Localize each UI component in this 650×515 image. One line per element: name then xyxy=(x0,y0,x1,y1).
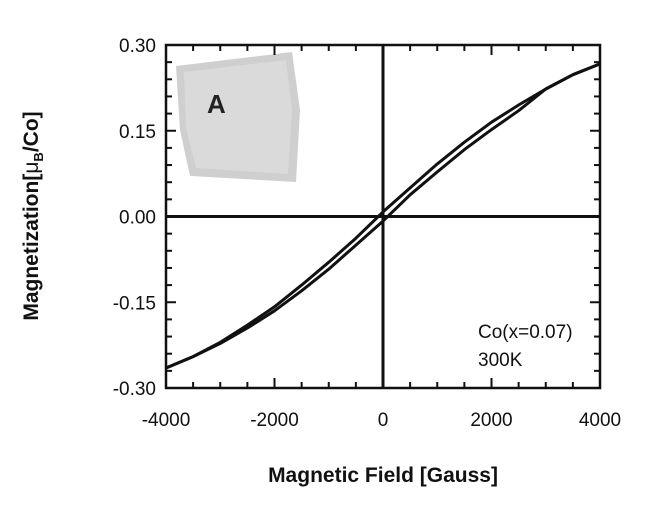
y-axis-title: Magnetization[μB/Co] xyxy=(20,111,46,320)
x-tick-label: -2000 xyxy=(250,410,299,431)
temperature-label: 300K xyxy=(478,350,523,371)
x-tick-label: 2000 xyxy=(470,410,512,431)
x-axis-title: Magnetic Field [Gauss] xyxy=(268,464,498,487)
y-axis-title-mu: μ xyxy=(20,162,43,174)
inset-letter: A xyxy=(207,89,226,119)
hysteresis-branch-2 xyxy=(165,62,601,370)
series-layer xyxy=(165,62,601,370)
sample-label: Co(x=0.07) xyxy=(478,322,573,343)
x-tick-label: -4000 xyxy=(142,410,191,431)
x-tick-labels: -4000 -2000 0 2000 4000 xyxy=(142,410,621,431)
y-tick-label: -0.15 xyxy=(113,293,156,314)
x-tick-label: 4000 xyxy=(579,410,621,431)
y-tick-label: -0.30 xyxy=(113,379,156,400)
y-tick-label: 0.15 xyxy=(119,122,156,143)
x-tick-label: 0 xyxy=(378,410,389,431)
y-axis-title-tail: /Co] xyxy=(20,111,43,152)
y-tick-labels: 0.30 0.15 0.00 -0.15 -0.30 xyxy=(113,36,156,400)
sample-inset-photo: A xyxy=(176,52,300,182)
tick-marks xyxy=(165,44,601,389)
y-axis-title-sub: B xyxy=(31,152,46,161)
y-tick-label: 0.30 xyxy=(119,36,156,57)
y-axis-title-main: Magnetization[ xyxy=(20,174,43,321)
hysteresis-branch-1 xyxy=(165,62,601,370)
y-tick-label: 0.00 xyxy=(119,208,156,229)
